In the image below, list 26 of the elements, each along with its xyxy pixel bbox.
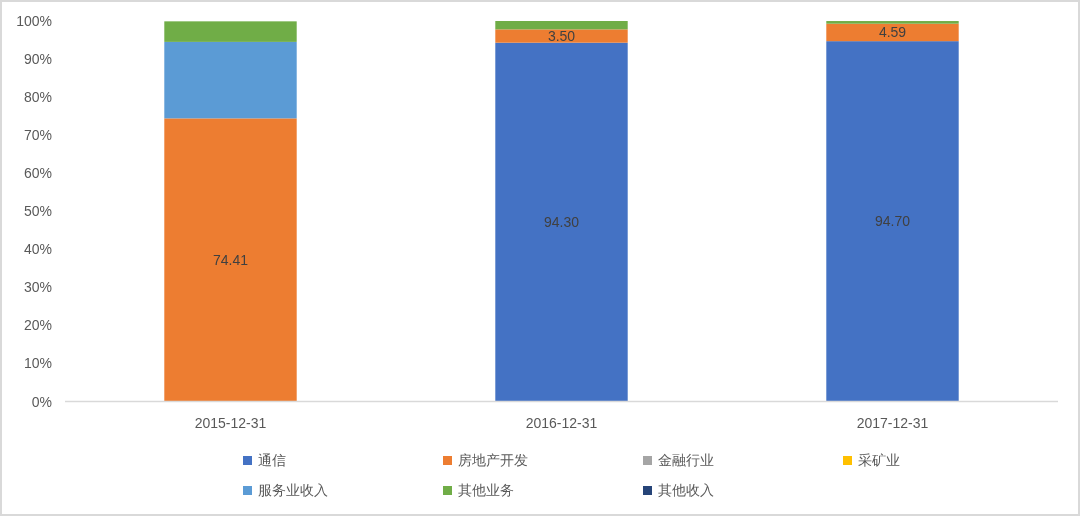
data-label: 74.41 [213, 251, 248, 268]
y-tick-label: 40% [23, 241, 52, 258]
y-tick-label: 90% [23, 51, 52, 68]
x-tick-label: 2015-12-31 [194, 415, 267, 431]
legend-label: 金融行业 [658, 452, 714, 468]
y-tick-label: 50% [23, 203, 52, 220]
legend-label: 其他业务 [458, 482, 514, 498]
y-tick-label: 100% [16, 13, 52, 29]
data-label: 4.59 [878, 24, 907, 41]
data-label: 3.50 [547, 28, 576, 45]
y-tick-label: 0% [31, 393, 52, 410]
legend-label: 采矿业 [858, 452, 900, 468]
legend-label: 其他收入 [658, 482, 714, 498]
y-tick-label: 70% [23, 127, 52, 144]
y-tick-label: 10% [23, 355, 52, 372]
legend-label: 房地产开发 [458, 452, 528, 468]
y-tick-label: 20% [23, 317, 52, 334]
x-tick-label: 2017-12-31 [856, 415, 929, 431]
legend-label: 服务业收入 [258, 482, 328, 498]
legend-label: 通信 [258, 452, 286, 468]
x-tick-label: 2016-12-31 [525, 415, 598, 431]
data-label: 94.30 [544, 214, 579, 231]
y-tick-label: 60% [23, 165, 52, 182]
y-tick-label: 80% [23, 89, 52, 106]
data-label: 94.70 [875, 213, 910, 230]
y-tick-label: 30% [23, 279, 52, 296]
